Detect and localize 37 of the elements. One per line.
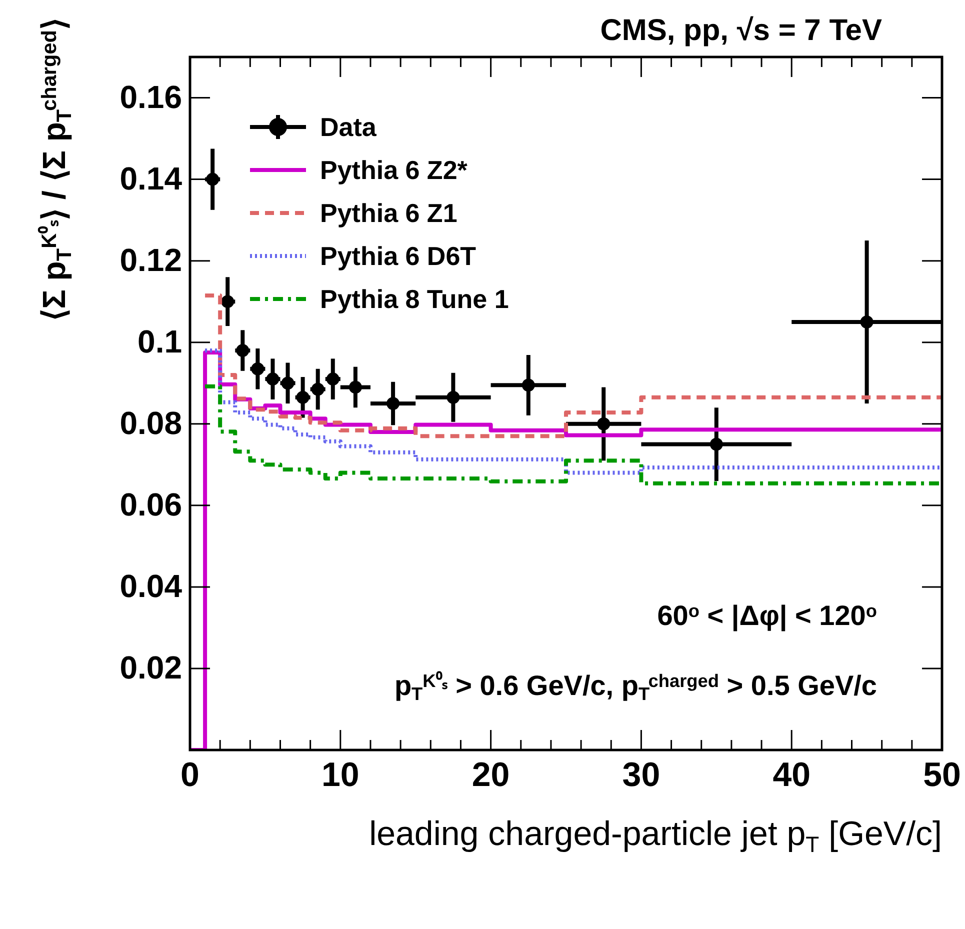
y-tick-label: 0.16 <box>120 79 182 116</box>
y-tick-label: 0.04 <box>120 568 182 604</box>
legend-label: Pythia 6 Z2* <box>320 155 468 186</box>
x-tick-label: 30 <box>622 756 660 794</box>
point <box>446 390 460 404</box>
point <box>860 315 874 328</box>
y-tick-label: 0.12 <box>120 242 182 278</box>
point <box>386 397 400 410</box>
annotation: p$_{T}$$^{K⁰ₛ}$ > 0.6 GeV/c, p$_{T}$$^{charged}$ > 0.5 GeV/c <box>394 670 877 704</box>
legend-label: Data <box>320 112 377 142</box>
point <box>311 382 324 396</box>
legend-label: Pythia 8 Tune 1 <box>320 284 509 314</box>
point <box>251 362 264 376</box>
point <box>597 417 610 430</box>
legend-label: Pythia 6 D6T <box>320 241 476 272</box>
y-tick-label: 0.06 <box>120 486 182 523</box>
x-tick-label: 20 <box>472 756 510 794</box>
point <box>296 390 310 404</box>
x-tick-label: 40 <box>772 756 811 794</box>
y-tick-label: 0.08 <box>120 405 182 442</box>
annotation: 60$^{o}$ < |Δφ| < 120$^{o}$ <box>657 600 877 632</box>
x-tick-label: 0 <box>180 756 200 794</box>
point <box>522 378 535 392</box>
y-tick-label: 0.1 <box>138 324 182 360</box>
point <box>236 344 250 358</box>
x-tick-label: 10 <box>321 756 360 794</box>
y-tick-label: 0.14 <box>120 160 182 197</box>
chart-title: CMS, pp, √s = 7 TeV <box>600 14 882 47</box>
x-axis-title: leading charged-particle jet p$_{T}$ [GeV/c] <box>369 815 942 857</box>
x-tick-label: 50 <box>923 756 961 794</box>
point <box>221 295 234 308</box>
y-tick-label: 0.02 <box>120 650 182 686</box>
legend-label: Pythia 6 Z1 <box>320 198 458 228</box>
point <box>710 438 723 451</box>
point <box>348 380 362 394</box>
point <box>326 372 340 386</box>
point <box>206 172 220 186</box>
